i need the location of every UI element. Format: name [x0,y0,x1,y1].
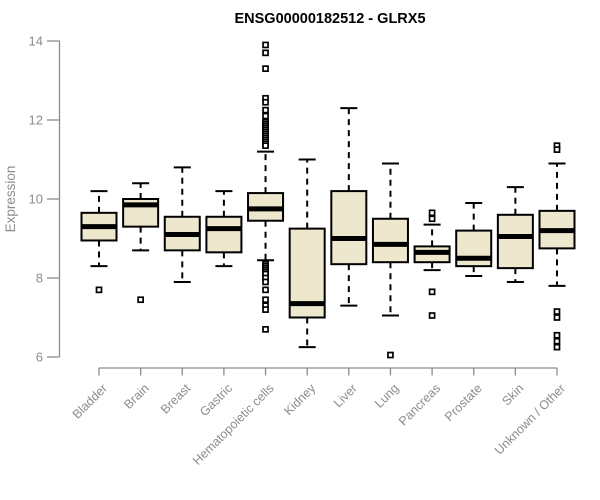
x-category-label: Liver [331,381,360,410]
x-category-label: Hematopoietic cells [190,381,277,468]
outlier-point [262,65,269,73]
chart-title: ENSG00000182512 - GLRX5 [234,11,425,27]
box-iqr [205,215,243,254]
x-category-label: Unknown / Other [492,381,568,457]
y-tick-label: 12 [29,113,43,128]
y-tick-label: 14 [29,34,43,49]
outlier-point [553,337,561,345]
outlier-point [262,49,269,57]
outlier-point [262,326,269,333]
outlier-point [428,288,436,296]
y-axis-label: Expression [3,166,18,233]
box-iqr [371,217,409,264]
outlier-point [262,41,269,49]
outlier-point [387,351,394,359]
box-iqr [455,229,493,268]
plot-area: 6 8 10 12 14 Bladder Brain Breast GastricHematop… [29,34,576,468]
outlier-point [553,343,561,351]
outlier-point [262,106,269,114]
x-category-label: Lung [372,381,402,411]
x-category-label: Breast [158,381,194,417]
x-category-label: Gastric [197,381,235,419]
x-category-label: Bladder [70,381,110,421]
outlier-point [262,112,269,120]
outlier-point [262,306,269,313]
box-iqr [330,190,368,266]
outlier-point [262,278,269,286]
box-iqr [496,213,534,270]
x-category-label: Kidney [281,381,318,418]
outlier-point [553,146,561,153]
x-category-label: Prostate [442,381,485,424]
outlier-point [262,286,269,294]
outlier-point [428,312,436,319]
outlier-point [428,215,436,223]
y-tick-label: 6 [36,350,43,365]
x-category-label: Brain [121,381,152,412]
y-tick-label: 8 [36,271,43,286]
outlier-point [553,314,561,321]
y-tick-label: 10 [29,192,43,207]
outlier-point [137,296,144,304]
outlier-point [262,98,269,106]
outlier-point [262,296,269,304]
outlier-point [553,331,561,339]
outlier-point [262,142,269,150]
x-category-label: Pancreas [396,381,443,428]
x-category-label: Skin [499,381,526,408]
outlier-point [553,308,561,315]
outlier-point [428,209,436,217]
outlier-point [95,286,103,294]
